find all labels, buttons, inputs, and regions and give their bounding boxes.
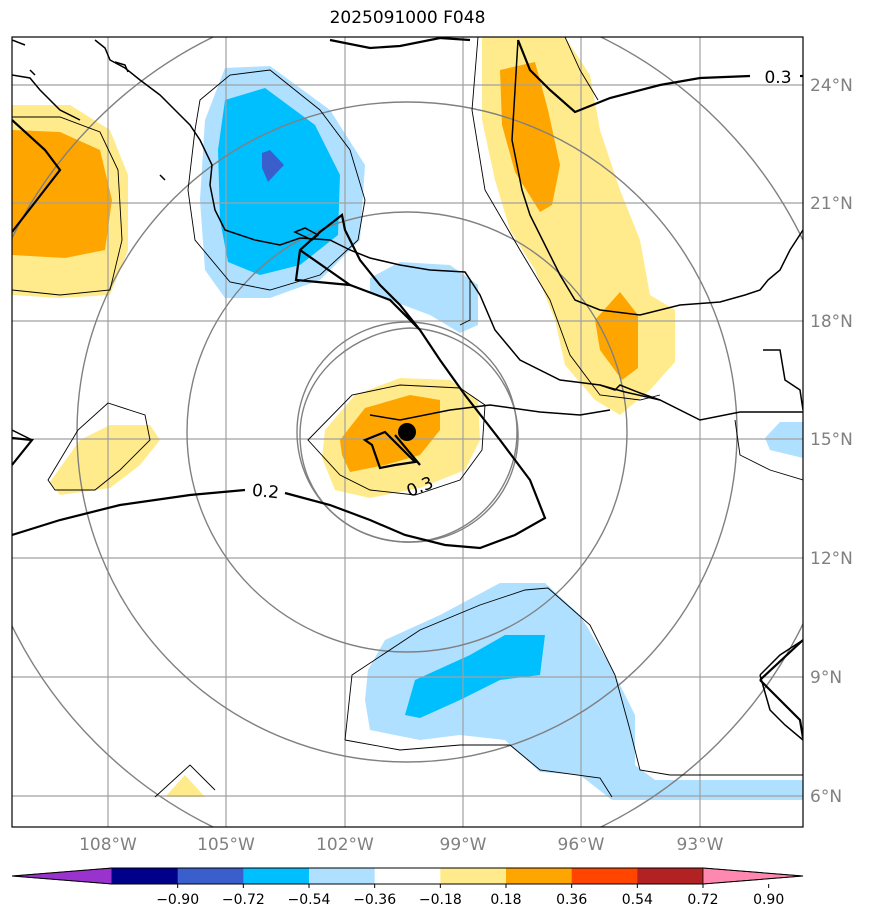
field-gulf-light-blue [370, 262, 478, 333]
thin-contours [12, 37, 803, 798]
lon-label: 105°W [197, 835, 255, 855]
lon-label: 93°W [677, 835, 724, 855]
colorbar-bin [440, 868, 507, 884]
map-title: 2025091000 F048 [329, 8, 486, 28]
lon-label: 108°W [79, 835, 137, 855]
field-east-light-blue [765, 422, 803, 458]
storm-center-marker [398, 423, 416, 441]
field-nw-dark-blue [262, 150, 284, 182]
colorbar-tick-label: 0.36 [556, 892, 587, 908]
colorbar-tick-label: 0.54 [622, 892, 653, 908]
lat-label: 21°N [810, 194, 853, 214]
colorbar-bin [374, 868, 441, 884]
colorbar: −0.90 −0.72 −0.54 −0.36 −0.18 0.18 0.36 0.54 0.7… [11, 867, 804, 908]
colorbar-frame [11, 867, 804, 885]
field-sw-light-yellow [50, 425, 160, 495]
lon-label: 99°W [440, 835, 487, 855]
field-bottom-light-yellow [165, 775, 205, 797]
colorbar-tick-label: −0.72 [222, 892, 265, 908]
lat-label: 12°N [810, 549, 853, 569]
colorbar-tick-label: 0.72 [687, 892, 718, 908]
colorbar-bin [506, 868, 573, 884]
colorbar-tick-label: −0.18 [419, 892, 462, 908]
colorbar-bin [243, 868, 310, 884]
shaded-fields [12, 37, 803, 800]
colorbar-bin [571, 868, 638, 884]
longitude-labels: 108°W 105°W 102°W 99°W 96°W 93°W [79, 835, 724, 855]
colorbar-tick-label: −0.90 [156, 892, 199, 908]
colorbar-tick-label: 0.18 [490, 892, 521, 908]
lat-label: 15°N [810, 430, 853, 450]
colorbar-tick-label: 0.90 [753, 892, 784, 908]
map-frame [11, 36, 804, 828]
field-south-light-blue [365, 583, 803, 800]
colorbar-bin [309, 868, 376, 884]
contour-label-north: 0.3 [764, 68, 791, 88]
lon-label: 102°W [316, 835, 374, 855]
lat-label: 6°N [810, 787, 842, 807]
lat-label: 18°N [810, 312, 853, 332]
lon-label: 96°W [558, 835, 605, 855]
colorbar-bin [112, 868, 179, 884]
colorbar-tick-label: −0.36 [353, 892, 396, 908]
contour-label-west: 0.2 [251, 481, 280, 504]
field-nw-blue [218, 88, 340, 275]
field-center-orange [340, 395, 440, 472]
coastlines [12, 39, 803, 741]
latitude-labels: 24°N 21°N 18°N 15°N 12°N 9°N 6°N [810, 76, 853, 807]
colorbar-bin [177, 868, 244, 884]
colorbar-extend-low [11, 867, 113, 885]
lat-label: 24°N [810, 76, 853, 96]
colorbar-bin [637, 868, 704, 884]
thick-contours [12, 37, 803, 739]
lat-label: 9°N [810, 668, 842, 688]
colorbar-tick-label: −0.54 [288, 892, 331, 908]
field-west-orange [12, 130, 112, 258]
colorbar-extend-high [702, 867, 804, 885]
